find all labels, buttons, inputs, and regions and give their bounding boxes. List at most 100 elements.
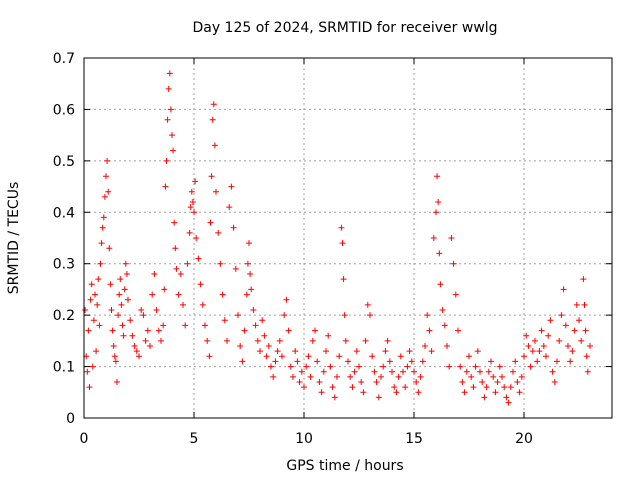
data-point [263, 353, 270, 360]
data-point [435, 199, 442, 205]
data-point [389, 368, 395, 375]
data-point [488, 358, 494, 365]
data-point [496, 363, 503, 370]
data-point [455, 327, 461, 334]
data-point [210, 101, 217, 108]
data-point [342, 337, 349, 344]
data-point [459, 379, 466, 385]
data-point [172, 245, 179, 252]
data-point [153, 307, 160, 313]
data-point [422, 343, 428, 349]
data-point [400, 368, 406, 375]
data-point [195, 255, 202, 262]
y-tick-label: 0.2 [53, 308, 75, 324]
data-point [97, 260, 104, 267]
data-point [129, 332, 136, 339]
data-point [96, 322, 103, 329]
x-tick-label: 15 [405, 431, 423, 447]
data-point [111, 353, 118, 360]
data-point [127, 317, 134, 324]
data-point [261, 332, 268, 339]
data-point [441, 322, 448, 329]
data-point [527, 363, 534, 370]
data-point [92, 291, 98, 298]
data-point [100, 214, 107, 221]
data-point [237, 343, 244, 349]
data-point [461, 389, 468, 396]
data-point [573, 301, 580, 308]
data-point [279, 353, 285, 360]
data-point [538, 327, 545, 334]
data-point [444, 343, 450, 349]
data-point [125, 296, 131, 303]
data-point [120, 332, 127, 339]
data-point [529, 348, 536, 355]
data-point [571, 327, 578, 334]
data-point [209, 116, 216, 123]
data-point [492, 389, 499, 396]
data-point [290, 373, 296, 380]
data-point [303, 363, 310, 370]
data-point [472, 363, 479, 370]
data-point [395, 373, 402, 380]
data-point [186, 229, 193, 236]
data-point [320, 368, 327, 375]
data-point [162, 183, 169, 190]
grid-lines [84, 58, 612, 418]
data-point [98, 240, 105, 247]
data-point [312, 327, 318, 334]
y-tick-label: 0.3 [53, 257, 75, 273]
data-point [468, 373, 475, 380]
data-point [158, 337, 164, 344]
data-point [161, 286, 168, 293]
data-point [556, 337, 563, 344]
data-point [105, 188, 112, 195]
data-point [239, 358, 246, 365]
data-point [283, 296, 290, 303]
data-point [204, 337, 211, 344]
data-point [521, 353, 527, 360]
x-tick-label: 20 [515, 431, 533, 447]
data-point [193, 235, 200, 241]
data-point [375, 394, 382, 401]
data-point [177, 271, 184, 277]
data-point [397, 353, 404, 360]
data-point [265, 343, 272, 349]
data-point [364, 301, 371, 308]
data-point [140, 312, 147, 319]
data-point [136, 353, 142, 360]
data-point [250, 307, 257, 313]
data-point [276, 337, 283, 344]
data-point [207, 219, 214, 226]
data-point [452, 291, 459, 298]
data-point [562, 322, 569, 329]
data-point [171, 219, 178, 226]
data-point [479, 379, 486, 385]
data-point [584, 368, 591, 375]
data-point [82, 307, 89, 313]
data-point [187, 204, 194, 211]
data-point [349, 384, 356, 391]
data-point [380, 363, 387, 370]
data-point [494, 379, 501, 385]
data-point [151, 271, 158, 277]
data-point [510, 368, 516, 375]
data-point [182, 322, 189, 329]
data-point [213, 188, 219, 195]
data-point [576, 317, 582, 324]
data-point [477, 368, 483, 375]
data-point [448, 235, 455, 241]
x-axis-label: GPS time / hours [286, 458, 403, 474]
data-point [434, 173, 441, 180]
data-point [356, 363, 362, 370]
y-tick-label: 0 [66, 411, 75, 427]
data-point [446, 363, 453, 370]
data-point [386, 358, 393, 365]
data-point [565, 343, 571, 349]
data-point [131, 343, 138, 349]
data-point [95, 276, 102, 283]
data-point [160, 322, 167, 329]
data-point [84, 368, 91, 375]
data-point [558, 312, 565, 319]
data-point [144, 327, 151, 334]
